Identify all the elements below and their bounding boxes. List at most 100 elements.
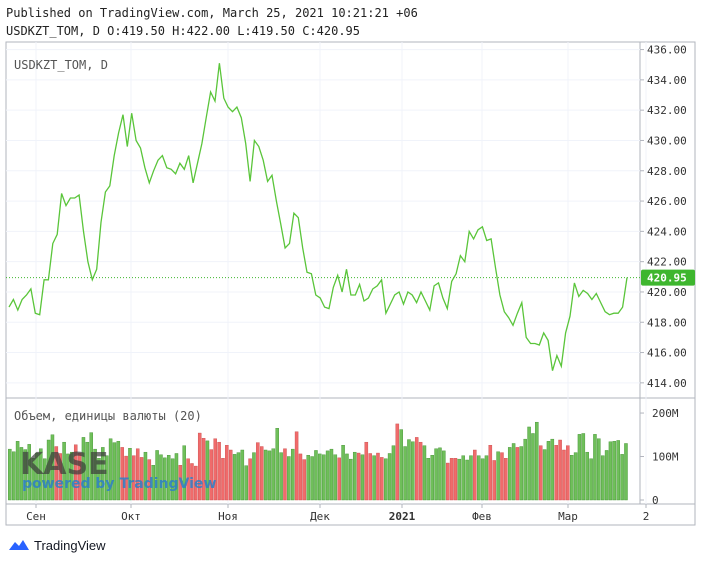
- price-tick-label: 422.00: [647, 256, 687, 269]
- ohlc-line: USDKZT_TOM, D O:419.50 H:422.00 L:419.50…: [6, 24, 361, 38]
- volume-bar: [566, 445, 570, 501]
- volume-bar: [434, 448, 438, 501]
- volume-bar: [89, 432, 93, 501]
- volume-bar: [186, 458, 190, 501]
- volume-bar: [589, 458, 593, 501]
- volume-bar: [620, 454, 624, 501]
- volume-bar: [298, 453, 303, 501]
- volume-bar: [135, 448, 140, 501]
- volume-bar: [85, 441, 90, 501]
- volume-bar: [170, 458, 175, 501]
- volume-bar: [593, 434, 597, 501]
- time-tick-label: Окт: [121, 510, 141, 523]
- volume-bar: [287, 456, 291, 501]
- volume-bar: [97, 458, 101, 501]
- volume-bar: [314, 450, 318, 501]
- volume-bar: [449, 458, 454, 501]
- volume-bar: [376, 452, 380, 501]
- volume-bar: [488, 445, 493, 501]
- price-tick-label: 416.00: [647, 347, 687, 360]
- volume-bar: [201, 438, 206, 501]
- volume-bar: [248, 458, 252, 501]
- price-tick-label: 420.00: [647, 286, 687, 299]
- volume-bar: [523, 438, 527, 501]
- footer[interactable]: TradingView: [8, 536, 106, 554]
- volume-bar: [511, 443, 516, 501]
- volume-bar: [225, 445, 229, 501]
- volume-bar: [271, 448, 276, 501]
- price-chart[interactable]: KASE powered by TradingView 420.95 436.0…: [0, 0, 702, 530]
- volume-bar: [492, 460, 496, 501]
- volume-bar: [562, 449, 566, 501]
- volume-bar: [372, 455, 376, 501]
- volume-bar: [519, 446, 524, 501]
- volume-bar: [182, 445, 186, 501]
- volume-bar: [387, 453, 392, 501]
- volume-bar: [27, 444, 31, 501]
- price-series-line: [8, 63, 628, 371]
- volume-bar: [11, 451, 16, 501]
- volume-bar: [23, 449, 28, 501]
- volume-bar: [380, 457, 384, 501]
- volume-bar: [112, 442, 117, 501]
- price-tick-label: 428.00: [647, 165, 687, 178]
- volume-bar: [465, 459, 469, 501]
- volume-bar: [395, 423, 400, 501]
- volume-bar: [504, 458, 508, 501]
- volume-bar: [147, 459, 152, 501]
- volume-bar: [101, 447, 105, 501]
- volume-bar: [42, 458, 47, 501]
- volume-bar: [383, 458, 388, 501]
- time-tick-label: 2021: [389, 510, 416, 523]
- volume-bar: [399, 429, 403, 501]
- volume-bar: [66, 453, 70, 501]
- volume-bar: [422, 445, 427, 501]
- time-tick-label: Фев: [472, 510, 492, 523]
- volume-bar: [597, 438, 601, 501]
- volume-bar: [391, 445, 396, 501]
- volume-bar: [81, 437, 86, 501]
- price-tick-label: 430.00: [647, 134, 687, 147]
- volume-bar: [368, 453, 372, 501]
- volume-bar: [128, 448, 132, 501]
- volume-bar: [558, 439, 562, 501]
- volume-bar: [275, 428, 279, 501]
- volume-bar: [143, 451, 148, 501]
- volume-bar: [139, 457, 144, 501]
- volume-bar: [581, 433, 586, 501]
- volume-bar: [341, 445, 345, 501]
- volume-bar: [294, 431, 299, 501]
- time-axis: Сен Окт Ноя Дек 2021 Фев Мар 2: [26, 504, 649, 523]
- volume-bar: [600, 455, 605, 501]
- volume-bar: [321, 454, 326, 501]
- volume-bar: [108, 438, 113, 501]
- volume-bar: [190, 463, 194, 501]
- last-price-badge: [641, 269, 695, 286]
- volume-bar: [213, 438, 217, 501]
- price-tick-label: 434.00: [647, 74, 687, 87]
- volume-bar: [333, 454, 338, 501]
- volume-bar: [469, 455, 473, 501]
- time-tick-label: Сен: [26, 510, 46, 523]
- volume-bar: [573, 452, 578, 501]
- volume-bar: [209, 449, 214, 501]
- volume-bar: [337, 457, 341, 501]
- volume-bar: [93, 448, 97, 501]
- volume-bar: [232, 454, 237, 501]
- volume-bar: [616, 440, 620, 501]
- volume-bar: [70, 451, 74, 501]
- volume-bar: [62, 441, 66, 501]
- volume-bar: [228, 449, 233, 501]
- volume-bar: [476, 455, 481, 501]
- volume-bar: [356, 452, 361, 501]
- volume-bar: [345, 453, 349, 501]
- volume-bar: [236, 452, 241, 501]
- volume-bar: [364, 441, 369, 501]
- volume-tick-label: 200M: [652, 407, 679, 420]
- price-line: [8, 63, 628, 371]
- time-tick-label: Дек: [310, 510, 330, 523]
- volume-bar: [132, 455, 136, 501]
- price-axis: 436.00 434.00 432.00 430.00 428.00 426.00 424.…: [640, 44, 687, 390]
- last-price-marker: 420.95: [6, 269, 695, 286]
- volume-bar: [445, 462, 450, 501]
